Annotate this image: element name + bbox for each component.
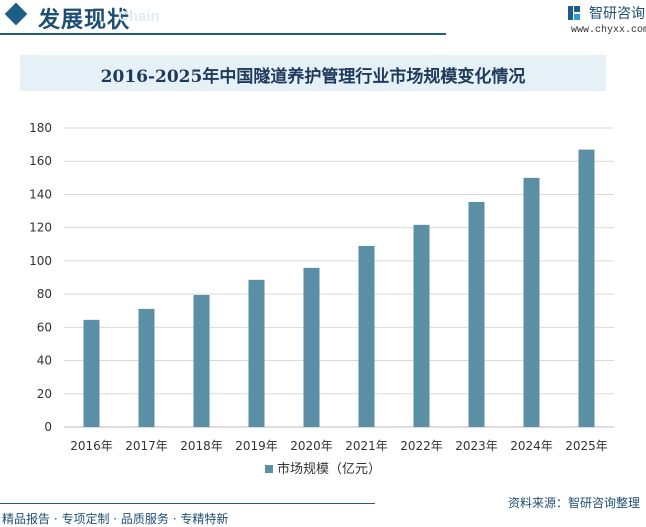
x-tick-label: 2022年 [400,439,443,453]
y-tick-label: 0 [44,420,52,434]
y-tick-label: 100 [29,254,52,268]
y-tick-label: 20 [37,387,52,401]
y-tick-label: 180 [29,121,52,135]
x-tick-label: 2017年 [125,439,168,453]
slogan-text: 精品报告 · 专项定制 · 品质服务 · 专精特新 [2,512,229,526]
x-tick-label: 2019年 [235,439,278,453]
bar-2018年 [193,294,210,427]
footer-divider [0,503,375,504]
logo-icon [568,6,580,20]
bar-2023年 [468,201,485,427]
y-tick-label: 160 [29,154,52,168]
x-tick-label: 2016年 [70,439,113,453]
bar-2019年 [248,279,265,427]
bar-chart: 0 20 40 60 80 100 120 140 160 180 2016年 2017年 2018年 2… [29,121,614,453]
legend-label: 市场规模（亿元） [276,462,381,477]
bar-2025年 [578,149,595,427]
x-tick-label: 2021年 [345,439,388,453]
bar-2021年 [358,245,375,427]
bar-2017年 [138,308,155,427]
x-tick-label: 2018年 [180,439,223,453]
chart-title: 2016-2025年中国隧道养护管理行业市场规模变化情况 [100,67,526,87]
y-tick-label: 80 [37,287,52,301]
bar-2022年 [413,224,430,427]
logo-url: www.chyxx.com [571,25,646,36]
section-title: 发展现状 [38,8,131,33]
bar-2024年 [523,177,540,427]
bar-2020年 [303,267,320,427]
y-tick-label: 120 [29,221,52,235]
x-tick-label: 2025年 [565,439,608,453]
source-text: 资料来源：智研咨询整理 [507,496,640,510]
y-tick-label: 140 [29,187,52,201]
y-tick-label: 40 [37,354,52,368]
header-divider [0,33,446,35]
x-tick-label: 2020年 [290,439,333,453]
legend-swatch [264,465,273,473]
bar-2016年 [83,319,100,427]
chart-title-bar: 2016-2025年中国隧道养护管理行业市场规模变化情况 [20,55,606,91]
x-tick-label: 2023年 [455,439,498,453]
y-tick-label: 60 [37,320,52,334]
legend: 市场规模（亿元） [0,458,646,477]
x-tick-label: 2024年 [510,439,553,453]
logo-text: 智研咨询 [589,6,645,22]
header-ghost-text: Chain [118,8,160,25]
